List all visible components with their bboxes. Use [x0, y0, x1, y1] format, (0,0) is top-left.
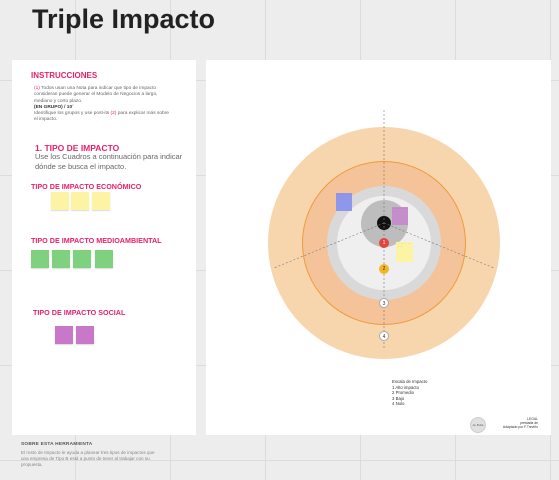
- step2-suffix: para explicar más sobre el impacto.: [34, 111, 169, 123]
- sticky-note-medioambiental[interactable]: [95, 250, 113, 268]
- credit-text: LEGAL prestada de Adaptado por F.Treviño: [492, 417, 538, 430]
- tipo-impacto-description: Use los Cuadros a continuación para indi…: [35, 152, 183, 171]
- credit-line-2: prestada de: [520, 421, 538, 426]
- category-medioambiental-label: TIPO DE IMPACTO MEDIOAMBIENTAL: [31, 236, 162, 245]
- impact-scale-legend: Escala de Impacto 1 Alto impacto 2 Prome…: [392, 379, 427, 407]
- footer-title: SOBRE ESTA HERRAMIENTA: [21, 442, 93, 447]
- author-logo: de Bulla: [470, 417, 486, 433]
- step1-number: (1): [34, 86, 40, 91]
- target-dividers: [273, 110, 495, 350]
- sticky-note-social[interactable]: [76, 326, 94, 344]
- tipo-impacto-title: 1. TIPO DE IMPACTO: [35, 143, 120, 153]
- legend-item: 4 Nulo: [392, 401, 405, 406]
- board-title: Triple Impacto: [32, 4, 216, 34]
- sticky-note-medioambiental[interactable]: [73, 250, 91, 268]
- sticky-note-social[interactable]: [55, 326, 73, 344]
- target-sticky-note[interactable]: · · · · · · · · · · · ·: [336, 193, 352, 211]
- instructions-heading: INSTRUCCIONES: [31, 71, 98, 80]
- scale-marker-1: 1: [379, 238, 389, 248]
- scale-marker-2: 2: [379, 264, 389, 274]
- instructions-panel[interactable]: INSTRUCCIONES (1) Todos usan una Nota pa…: [12, 60, 196, 435]
- footer-text: El rosto de Impacto le ayuda a planear t…: [21, 450, 155, 467]
- sticky-note-economico[interactable]: [71, 192, 89, 210]
- sticky-note-medioambiental[interactable]: [52, 250, 70, 268]
- instructions-text: (1) Todos usan una Nota para indicar que…: [34, 86, 174, 124]
- target-sticky-note[interactable]: · · · · · · · · · · · ·: [392, 207, 408, 225]
- target-sticky-note[interactable]: · · · · · · · · · · · · · · · ·: [396, 242, 413, 262]
- legend-item: 1 Alto impacto: [392, 384, 419, 390]
- step2-number: (2): [110, 111, 117, 117]
- category-economico-label: TIPO DE IMPACTO ECONÓMICO: [31, 182, 142, 191]
- step1-text: Todos usan una Nota para indicar que tip…: [34, 86, 158, 104]
- category-social-label: TIPO DE IMPACTO SOCIAL: [33, 308, 126, 317]
- sticky-note-economico[interactable]: [92, 192, 110, 210]
- group-note: (EN GRUPO) / 10´: [34, 104, 74, 110]
- sticky-note-medioambiental[interactable]: [31, 250, 49, 268]
- legend-item: 3 Bajo: [392, 395, 405, 401]
- credit-line-1: LEGAL: [527, 417, 538, 421]
- scale-marker-3: 3: [379, 298, 389, 308]
- impact-target-panel[interactable]: 1 2 3 4 · · · · · · · · · · · · · · · · …: [206, 60, 551, 435]
- legend-title: Escala de Impacto: [392, 379, 428, 384]
- legend-item: 2 Promedio: [392, 390, 414, 395]
- credit-line-3: Adaptado por F.Treviño: [502, 425, 538, 430]
- step2-prefix: Identifique los grupos y use post-its: [34, 111, 110, 117]
- sticky-note-economico[interactable]: [51, 192, 69, 210]
- scale-marker-4: 4: [379, 331, 389, 341]
